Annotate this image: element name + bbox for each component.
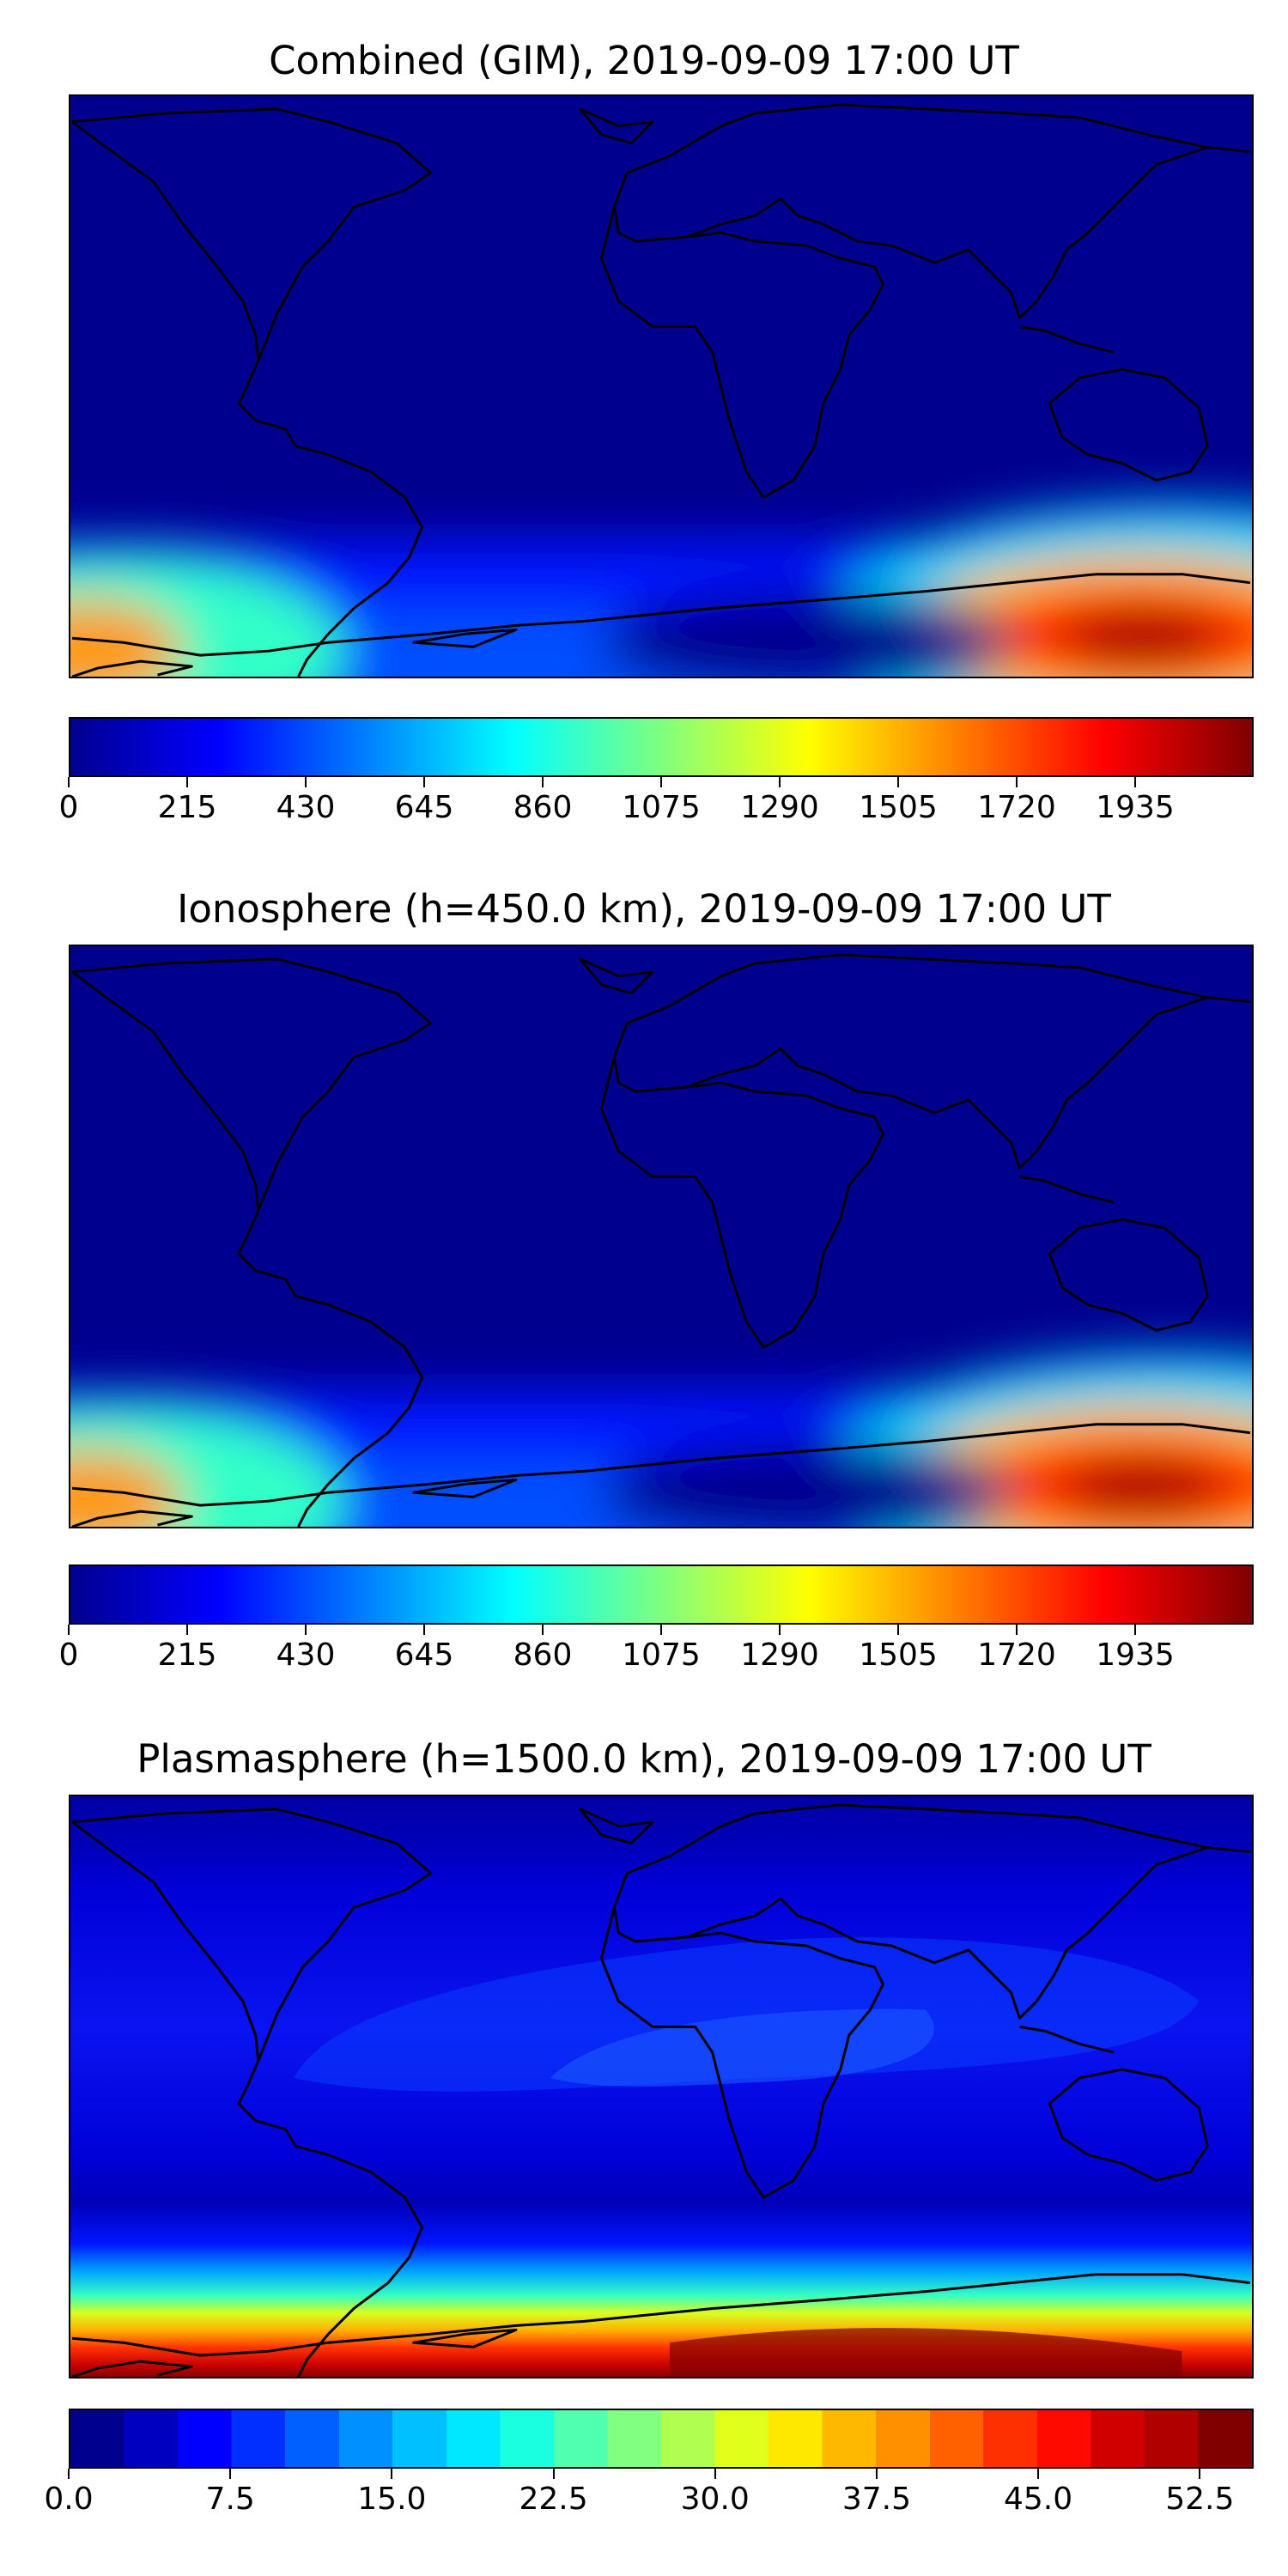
colorbar-tick — [305, 1625, 307, 1635]
map-combined — [69, 94, 1254, 678]
colorbar-tick-label: 1075 — [622, 790, 701, 825]
colorbar-tick — [1134, 1625, 1136, 1635]
colorbar-tick-label: 1075 — [622, 1637, 701, 1673]
colorbar-tick — [660, 1625, 662, 1635]
colorbar-tick — [542, 777, 544, 787]
colorbar-tick — [423, 777, 425, 787]
colorbar-tick-label: 15.0 — [357, 2482, 427, 2517]
colorbar-tick-label: 1505 — [859, 790, 938, 825]
colorbar-tick — [897, 777, 899, 787]
colorbar-tick-label: 1290 — [740, 1637, 819, 1673]
colorbar-tick-label: 45.0 — [1004, 2482, 1073, 2517]
colorbar-tick-label: 7.5 — [205, 2482, 255, 2517]
colorbar-tick-label: 1290 — [740, 790, 819, 825]
colorbar-tick — [779, 1625, 781, 1635]
colorbar-tick-label: 430 — [276, 1637, 336, 1673]
colorbar-tick-label: 0 — [58, 1637, 79, 1673]
colorbar-tick-label: 860 — [513, 790, 573, 825]
colorbar-tick-label: 22.5 — [519, 2482, 588, 2517]
colorbar-tick-label: 37.5 — [841, 2482, 911, 2517]
colorbar-tick — [1199, 2469, 1201, 2479]
colorbar-tick-label: 1935 — [1096, 1637, 1175, 1673]
colorbar-tick-label: 430 — [276, 790, 336, 825]
colorbar-tick — [1016, 777, 1018, 787]
colorbar-tick — [875, 2469, 878, 2479]
colorbar-tick-label: 215 — [157, 1637, 217, 1673]
colorbar-tick — [897, 1625, 899, 1635]
map-ionosphere — [69, 945, 1254, 1528]
colorbar-tick-label: 645 — [394, 790, 454, 825]
map-plasmasphere — [69, 1795, 1254, 2379]
colorbar-tick — [186, 777, 188, 787]
colorbar-tick-label: 645 — [394, 1637, 454, 1673]
colorbar-tick-label: 1935 — [1096, 790, 1175, 825]
colorbar-tick — [68, 777, 70, 787]
colorbar-combined — [69, 717, 1254, 777]
colorbar-tick — [391, 2469, 393, 2479]
colorbar-tick — [660, 777, 662, 787]
colorbar-tick — [542, 1625, 544, 1635]
colorbar-tick-label: 52.5 — [1165, 2482, 1235, 2517]
colorbar-tick-label: 1505 — [859, 1637, 938, 1673]
colorbar-tick-label: 215 — [157, 790, 217, 825]
colorbar-tick-label: 0.0 — [44, 2482, 94, 2517]
coastline-overlay — [71, 953, 1251, 1527]
colorbar-ionosphere — [69, 1564, 1254, 1625]
colorbar-tick — [68, 2469, 70, 2479]
colorbar-tick-label: 860 — [513, 1637, 573, 1673]
colorbar-tick-label: 1720 — [977, 1637, 1056, 1673]
colorbar-tick-label: 30.0 — [680, 2482, 750, 2517]
coastline-overlay — [71, 1803, 1251, 2377]
colorbar-tick-label: 1720 — [977, 790, 1056, 825]
colorbar-tick — [714, 2469, 716, 2479]
colorbar-tick — [423, 1625, 425, 1635]
coastline-overlay — [71, 103, 1251, 677]
colorbar-tick — [779, 777, 781, 787]
colorbar-tick — [229, 2469, 232, 2479]
colorbar-tick — [1134, 777, 1136, 787]
panel-title-combined: Combined (GIM), 2019-09-09 17:00 UT — [269, 38, 1019, 83]
colorbar-tick — [305, 777, 307, 787]
panel-title-plasmasphere: Plasmasphere (h=1500.0 km), 2019-09-09 1… — [137, 1736, 1151, 1782]
colorbar-tick-label: 0 — [58, 790, 79, 825]
panel-title-ionosphere: Ionosphere (h=450.0 km), 2019-09-09 17:0… — [177, 886, 1111, 932]
colorbar-tick — [68, 1625, 70, 1635]
colorbar-tick — [552, 2469, 555, 2479]
colorbar-tick — [1037, 2469, 1040, 2479]
colorbar-plasmasphere — [69, 2409, 1254, 2469]
colorbar-tick — [1016, 1625, 1018, 1635]
colorbar-tick — [186, 1625, 188, 1635]
